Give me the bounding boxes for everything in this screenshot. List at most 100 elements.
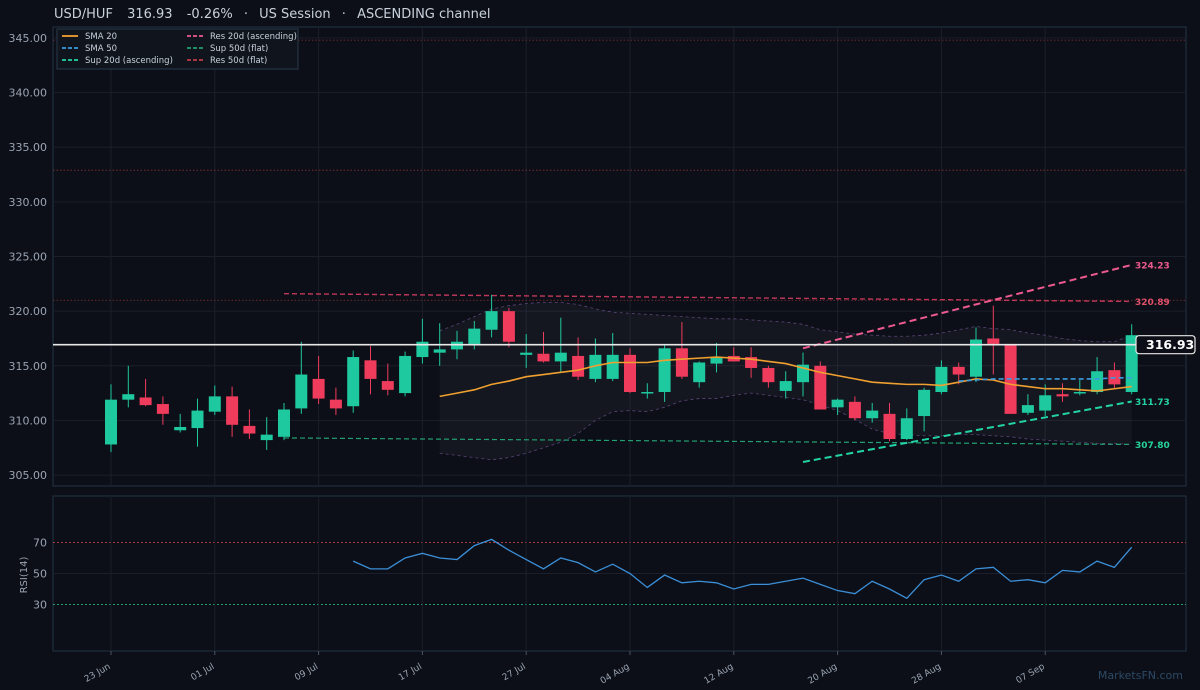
candle-body — [693, 362, 706, 383]
sup50-flat-line-label: 307.80 — [1135, 441, 1170, 451]
candle-body — [814, 365, 827, 410]
watermark: MarketsFN.com — [1098, 669, 1183, 682]
candle-body — [174, 426, 187, 431]
candle-body — [589, 354, 602, 379]
candle-body — [260, 434, 273, 441]
candle-body — [468, 328, 481, 344]
time-tick-label: 28 Aug — [910, 662, 943, 687]
price-tick-label: 315.00 — [9, 360, 48, 373]
candle-body — [208, 396, 221, 412]
rsi-axis-label: RSI(14) — [19, 557, 30, 594]
candle-body — [952, 366, 965, 375]
chart-header: USD/HUF 316.93 -0.26% · US Session · ASC… — [54, 7, 490, 22]
rsi-path — [352, 538, 1133, 600]
sup20-ascending-line — [802, 400, 1132, 463]
candle-body — [710, 357, 723, 364]
candle-body — [1091, 371, 1104, 393]
rsi-tick-label: 70 — [33, 537, 47, 550]
time-tick-label: 01 Jul — [190, 662, 217, 683]
price-tick-label: 320.00 — [9, 305, 48, 318]
res20-ascending-line-label: 324.23 — [1135, 261, 1170, 271]
sma50-line — [958, 377, 1132, 382]
candle-body — [226, 396, 239, 425]
candle-body — [745, 357, 758, 368]
res20-ascending-line — [802, 263, 1132, 350]
candle-body — [156, 404, 169, 414]
candle-body — [1039, 395, 1052, 411]
candle-body — [347, 357, 360, 407]
candle-body — [295, 374, 308, 409]
last-price-text: 316.93 — [127, 7, 173, 22]
legend-label: Res 20d (ascending) — [210, 32, 297, 42]
candle-body — [433, 349, 446, 353]
legend-label: Sup 20d (ascending) — [85, 56, 173, 66]
price-tick-label: 330.00 — [9, 196, 48, 209]
time-tick-label: 04 Aug — [599, 662, 632, 687]
candle-body — [1056, 394, 1069, 397]
price-tick-label: 335.00 — [9, 141, 48, 154]
time-tick-label: 20 Aug — [806, 662, 839, 687]
last-price-marker: 316.93 — [53, 335, 1196, 355]
candle-body — [900, 418, 913, 440]
price-tick-label: 340.00 — [9, 87, 48, 100]
candle-body — [848, 401, 861, 419]
separator: · — [244, 7, 248, 22]
candle-body — [105, 399, 117, 445]
res50-flat-line-label: 320.89 — [1135, 298, 1170, 308]
rsi-line — [352, 538, 1133, 600]
legend-label: Res 50d (flat) — [210, 56, 267, 66]
candle-body — [1073, 392, 1086, 394]
candle-body — [831, 399, 844, 408]
candle-body — [451, 341, 463, 350]
bollinger-upper — [439, 302, 1132, 343]
rsi-tick-label: 50 — [33, 568, 47, 581]
rsi-axis: 30 50 70 — [33, 537, 47, 612]
candle-body — [606, 354, 619, 379]
candle-body — [139, 397, 152, 406]
separator: · — [342, 7, 346, 22]
candle-body — [416, 341, 429, 358]
time-tick-label: 23 Jun — [83, 662, 113, 685]
candle-body — [502, 311, 515, 342]
legend: SMA 20 SMA 50 Sup 20d (ascending) Res 20d (… — [56, 28, 299, 70]
price-axis: 305.00 310.00 315.00 320.00 325.00 330.00 335.… — [9, 32, 48, 482]
time-tick-label: 09 Jul — [293, 662, 320, 683]
time-tick-label: 27 Jul — [501, 662, 528, 683]
candle-body — [987, 338, 1000, 344]
candle-body — [243, 425, 256, 434]
sma20-line — [439, 356, 1132, 398]
price-tick-label: 310.00 — [9, 414, 48, 427]
price-change: -0.26% — [187, 7, 233, 22]
legend-label: SMA 20 — [85, 32, 117, 42]
candle-body — [399, 355, 412, 394]
candle-body — [572, 355, 585, 377]
time-tick-label: 17 Jul — [397, 662, 424, 683]
candle-body — [122, 394, 135, 400]
moving-averages — [439, 356, 1132, 398]
price-tick-label: 345.00 — [9, 32, 48, 45]
last-price-badge-text: 316.93 — [1146, 337, 1194, 352]
candle-body — [762, 367, 775, 383]
time-axis: 23 Jun 01 Jul 09 Jul 17 Jul 27 Jul 04 Aug 12 A… — [83, 651, 1047, 687]
trend-lines: 320.89 307.80 324.23 311.73 — [283, 261, 1170, 463]
candles — [105, 294, 1138, 453]
sup20-ascending-line-label: 311.73 — [1135, 398, 1170, 408]
sup50-flat-line — [283, 437, 1132, 446]
candle-body — [329, 399, 342, 409]
candle-body — [1021, 405, 1034, 413]
symbol: USD/HUF — [54, 7, 113, 22]
candle-body — [779, 381, 792, 391]
rsi-tick-label: 30 — [33, 599, 47, 612]
candle-body — [278, 409, 290, 437]
candle-body — [485, 311, 498, 330]
candle-body — [935, 366, 948, 393]
legend-label: SMA 50 — [85, 44, 117, 54]
candle-body — [883, 413, 896, 440]
last-price-badge — [1135, 335, 1196, 355]
candle-body — [641, 392, 654, 394]
candle-body — [537, 353, 550, 362]
rsi-grid — [53, 496, 1186, 651]
session-label: US Session — [259, 7, 331, 22]
candle-body — [520, 352, 533, 355]
